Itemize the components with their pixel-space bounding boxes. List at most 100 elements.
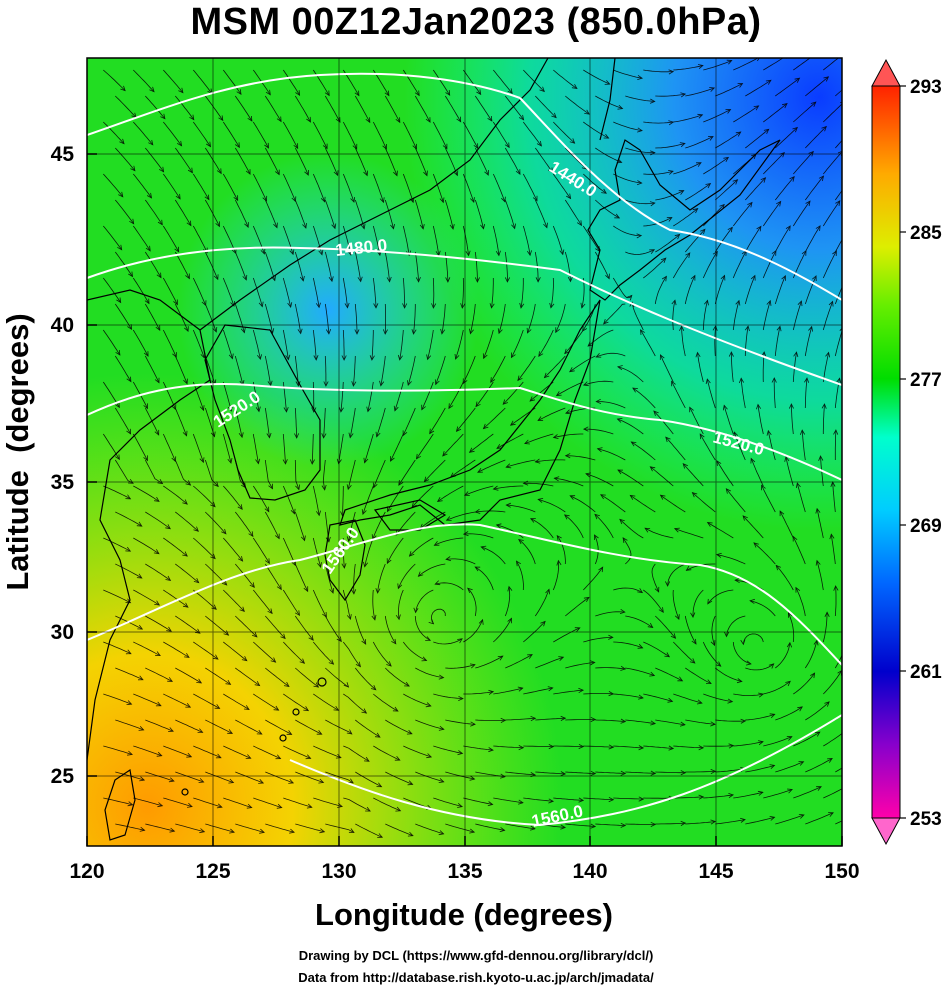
streamline-arrowhead <box>823 76 830 82</box>
streamline-arrowhead <box>294 610 301 617</box>
streamline-segment <box>511 329 524 358</box>
streamline-segment <box>163 589 189 608</box>
streamline-arrowhead <box>709 87 716 92</box>
streamline-arrowhead <box>321 433 327 439</box>
streamline-segment <box>650 466 674 487</box>
streamline-segment <box>583 797 614 801</box>
streamline-segment <box>595 199 620 219</box>
streamline-segment <box>684 275 696 305</box>
streamline-arrowhead <box>846 226 850 231</box>
streamline-arrowhead <box>373 303 379 309</box>
streamline-arrowhead <box>518 114 525 121</box>
streamline-segment <box>342 538 345 569</box>
streamline-segment <box>654 276 667 305</box>
streamline-segment <box>774 176 795 201</box>
streamline-segment <box>222 329 233 359</box>
streamline-segment <box>163 641 190 658</box>
streamline-arrowhead <box>594 513 600 520</box>
streamline-segment <box>474 251 478 282</box>
streamline-segment <box>324 303 330 334</box>
streamline-arrowhead <box>178 87 184 94</box>
streamline-arrowhead <box>265 89 271 96</box>
streamline-arrowhead <box>653 410 659 417</box>
streamline-arrowhead <box>589 660 596 666</box>
streamline-arrowhead <box>146 192 153 199</box>
streamline-segment <box>631 441 656 461</box>
streamline-segment <box>504 95 524 121</box>
streamline-segment <box>603 303 626 325</box>
streamline-segment <box>145 667 173 682</box>
streamline-segment <box>553 69 578 89</box>
streamline-arrowhead <box>756 225 762 232</box>
streamline-arrowhead <box>720 274 726 281</box>
streamline-arrowhead <box>386 506 392 513</box>
streamline-segment <box>733 693 764 696</box>
streamline-arrowhead <box>792 126 798 133</box>
streamline-segment <box>534 589 550 617</box>
streamline-arrowhead <box>239 606 245 613</box>
streamline-arrowhead <box>125 546 132 552</box>
streamline-arrowhead <box>578 743 585 749</box>
streamline-segment <box>702 641 721 667</box>
streamline-arrowhead <box>382 143 387 150</box>
streamline-segment <box>103 589 131 604</box>
streamline-arrowhead <box>376 782 383 788</box>
streamline-arrowhead <box>808 325 813 332</box>
streamline-segment <box>673 114 703 123</box>
streamline-segment <box>102 329 121 356</box>
streamline-segment <box>312 225 323 255</box>
streamline-segment <box>474 95 493 122</box>
colorbar-gradient <box>871 85 901 819</box>
streamline-segment <box>596 352 626 358</box>
streamline-arrowhead <box>243 705 250 710</box>
streamline-arrowhead <box>324 90 330 97</box>
streamline-arrowhead <box>616 418 623 423</box>
streamline-arrowhead <box>769 816 776 821</box>
streamline-segment <box>493 797 523 804</box>
colorbar: 293 285 277 269 261 253 <box>871 58 942 846</box>
streamline-arrowhead <box>156 751 163 757</box>
streamline-segment <box>295 719 322 735</box>
streamline-arrowhead <box>371 614 377 621</box>
streamline-segment <box>613 173 642 184</box>
coastline-primorye <box>199 58 549 331</box>
streamline-arrowhead <box>637 643 644 649</box>
streamline-arrowhead <box>236 89 242 95</box>
streamline-arrowhead <box>264 506 270 513</box>
streamline-arrowhead <box>480 545 487 551</box>
streamline-segment <box>804 378 808 409</box>
streamline-segment <box>522 173 538 201</box>
streamline-arrowhead <box>120 85 126 92</box>
streamline-arrowhead <box>137 675 144 681</box>
streamline-arrowhead <box>221 580 228 586</box>
streamline-arrowhead <box>228 353 234 360</box>
streamline-segment <box>294 511 305 541</box>
streamline-arrowhead <box>492 485 499 491</box>
streamline-segment <box>444 199 454 230</box>
streamline-segment <box>823 788 842 799</box>
streamline-segment <box>625 771 656 774</box>
streamline-segment <box>673 745 704 749</box>
streamline-segment <box>411 485 434 508</box>
streamline-arrowhead <box>843 729 848 734</box>
streamline-arrowhead <box>303 586 309 593</box>
streamline-arrowhead <box>258 301 264 308</box>
streamline-arrowhead <box>438 725 445 731</box>
coastline-taiwan <box>104 768 136 841</box>
streamline-arrowhead <box>547 686 554 692</box>
streamline-arrowhead <box>519 302 525 309</box>
streamline-arrowhead <box>199 405 205 412</box>
streamline-arrowhead <box>839 327 842 331</box>
streamline-arrowhead <box>214 704 221 709</box>
streamline-segment <box>583 173 607 194</box>
streamline-arrowhead <box>175 193 181 200</box>
streamline-arrowhead <box>698 794 705 800</box>
streamline-arrowhead <box>325 536 331 543</box>
streamline-segment <box>132 277 150 304</box>
streamline-segment <box>763 152 785 175</box>
streamline-segment <box>792 536 806 565</box>
streamline-segment <box>264 407 270 438</box>
streamline-arrowhead <box>138 726 145 731</box>
streamline-segment <box>145 511 171 530</box>
